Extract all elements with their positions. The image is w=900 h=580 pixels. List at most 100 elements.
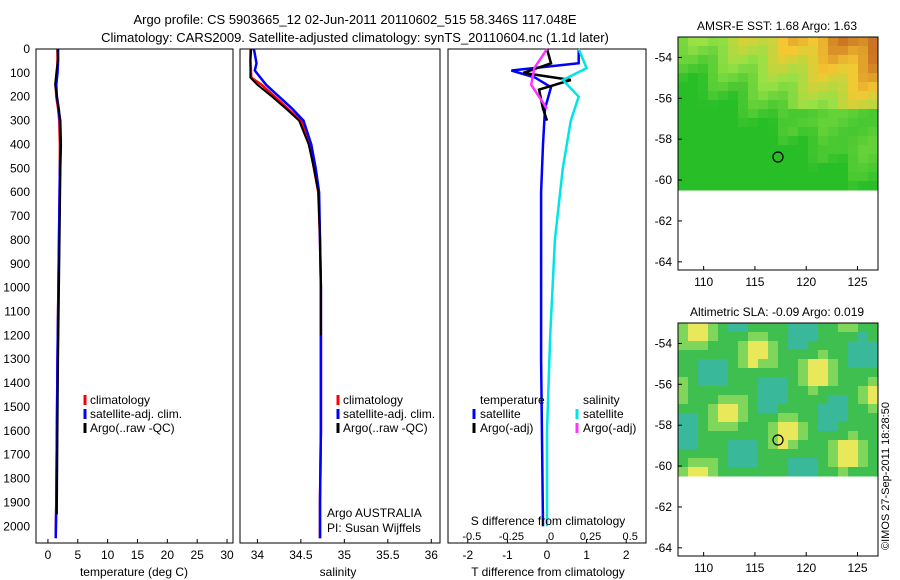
argo-owner: Argo AUSTRALIA — [327, 506, 422, 520]
field-cell — [748, 91, 759, 101]
field-cell — [848, 395, 859, 405]
depth-tick-label: 1500 — [3, 400, 30, 414]
field-cell — [688, 118, 699, 128]
field-cell — [778, 413, 789, 423]
field-cell — [788, 37, 799, 47]
field-cell — [718, 332, 729, 342]
depth-tick-label: 700 — [10, 209, 30, 223]
field-cell — [758, 377, 769, 387]
field-cell — [798, 440, 809, 450]
salinity-lines — [249, 48, 323, 539]
field-cell — [868, 377, 879, 387]
field-cell — [818, 368, 829, 378]
field-cell — [798, 404, 809, 414]
field-cell — [688, 359, 699, 369]
field-cell — [738, 368, 749, 378]
field-cell — [848, 181, 859, 191]
field-cell — [788, 64, 799, 74]
field-cell — [678, 377, 689, 387]
field-cell — [768, 73, 779, 83]
field-cell — [838, 404, 849, 414]
field-cell — [688, 100, 699, 110]
field-cell — [828, 73, 839, 83]
field-cell — [738, 127, 749, 137]
field-cell — [778, 145, 789, 155]
field-cell — [728, 136, 739, 146]
depth-tick-label: 1400 — [3, 376, 30, 390]
field-cell — [728, 332, 739, 342]
depth-tick-label: 300 — [10, 114, 30, 128]
depth-tick-label: 1900 — [3, 495, 30, 509]
field-cell — [708, 64, 719, 74]
field-cell — [828, 145, 839, 155]
field-cell — [708, 458, 719, 468]
field-cell — [728, 359, 739, 369]
field-cell — [678, 73, 689, 83]
field-cell — [838, 82, 849, 92]
field-cell — [868, 323, 879, 333]
field-cell — [828, 359, 839, 369]
field-cell — [768, 323, 779, 333]
field-cell — [778, 341, 789, 351]
field-cell — [798, 431, 809, 441]
field-cell — [788, 359, 799, 369]
field-cell — [698, 46, 709, 56]
depth-tick-label: 1200 — [3, 328, 30, 342]
field-cell — [778, 73, 789, 83]
field-cell — [868, 127, 879, 137]
field-cell — [848, 55, 859, 65]
field-cell — [738, 386, 749, 396]
field-cell — [838, 395, 849, 405]
field-cell — [718, 413, 729, 423]
field-cell — [798, 350, 809, 360]
field-cell — [808, 350, 819, 360]
field-cell — [718, 37, 729, 47]
field-cell — [828, 395, 839, 405]
field-cell — [728, 73, 739, 83]
field-cell — [828, 82, 839, 92]
field-cell — [788, 413, 799, 423]
field-cell — [818, 118, 829, 128]
field-cell — [708, 440, 719, 450]
field-cell — [698, 118, 709, 128]
lat-tick-label: -58 — [655, 132, 673, 146]
field-cell — [718, 359, 729, 369]
field-cell — [768, 449, 779, 459]
top-tick-label: 0 — [548, 531, 554, 543]
field-cell — [818, 82, 829, 92]
field-cell — [808, 136, 819, 146]
field-cell — [808, 55, 819, 65]
field-cell — [708, 172, 719, 182]
field-cell — [748, 386, 759, 396]
field-cell — [828, 377, 839, 387]
field-cell — [848, 413, 859, 423]
field-cell — [698, 323, 709, 333]
field-cell — [768, 145, 779, 155]
field-cell — [718, 109, 729, 119]
field-cell — [758, 431, 769, 441]
field-cell — [748, 458, 759, 468]
field-cell — [758, 145, 769, 155]
field-cell — [768, 377, 779, 387]
legend-label-t-argo: Argo(-adj) — [480, 421, 533, 435]
field-cell — [778, 359, 789, 369]
field-cell — [688, 413, 699, 423]
field-cell — [768, 386, 779, 396]
field-cell — [858, 73, 869, 83]
field-cell — [768, 127, 779, 137]
field-cell — [768, 395, 779, 405]
field-cell — [808, 145, 819, 155]
x-tick-label: 35.5 — [376, 548, 400, 562]
field-cell — [708, 422, 719, 432]
depth-tick-label: 1700 — [3, 448, 30, 462]
lat-tick-label: -62 — [655, 500, 673, 514]
series-line-argo — [54, 48, 63, 515]
field-cell — [688, 91, 699, 101]
field-cell — [778, 100, 789, 110]
field-cell — [768, 37, 779, 47]
field-cell — [838, 73, 849, 83]
depth-tick-label: 600 — [10, 185, 30, 199]
field-cell — [758, 359, 769, 369]
field-cell — [748, 109, 759, 119]
field-cell — [688, 404, 699, 414]
